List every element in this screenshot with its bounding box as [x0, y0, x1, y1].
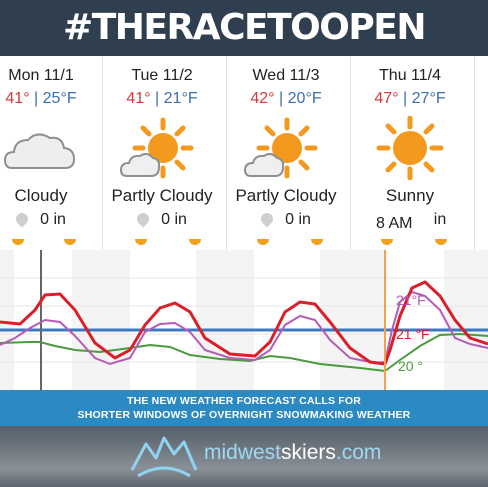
temp-separator: |	[29, 90, 43, 107]
cloud-icon	[0, 116, 100, 180]
sun-icon	[351, 115, 469, 181]
day-name: Tue 11/2	[131, 67, 193, 84]
grid-lines	[0, 277, 488, 363]
condition-label: Cloudy	[14, 186, 68, 205]
high-temp: 42°	[250, 90, 275, 107]
high-temp: 41°	[126, 90, 151, 107]
brand-name-c: .com	[335, 441, 382, 464]
sunset-icon	[189, 239, 201, 245]
precip-row: in	[351, 211, 469, 229]
day-name: Mon 11/1	[8, 67, 74, 84]
precip-amount: 0 in	[161, 211, 187, 228]
day-temps: 41° | 21°F	[103, 90, 221, 108]
precip-row: 0 in	[0, 210, 100, 229]
high-temp: 47°	[374, 90, 399, 107]
dewpoint-label: 20 °	[398, 358, 424, 374]
day-temps: 41° | 25°F	[0, 90, 100, 108]
sun-times-row	[227, 239, 345, 247]
sunset-icon	[435, 239, 447, 245]
precip-amount: 0 in	[285, 211, 311, 228]
sunrise-icon	[12, 239, 24, 245]
temp-separator: |	[150, 90, 164, 107]
brand-name-a: midwest	[204, 441, 282, 464]
day-card-wed[interactable]: Wed 11/3 42° | 20°F Partly Cloudy 0 in	[226, 56, 345, 250]
day-card-next[interactable]	[474, 56, 488, 250]
condition-label: Partly Cloudy	[235, 186, 337, 205]
dewpoint-line	[0, 332, 488, 373]
temp-label-b: 21 °F	[396, 326, 430, 342]
day-temps: 47° | 27°F	[351, 90, 469, 108]
precip-row: 0 in	[103, 210, 221, 229]
day-name: Thu 11/4	[379, 67, 441, 84]
precip-amount: 0 in	[40, 211, 66, 228]
footer-background	[0, 426, 488, 487]
low-temp: 21°F	[163, 90, 198, 107]
day-temps: 42° | 20°F	[227, 90, 345, 108]
low-temp: 27°F	[411, 90, 446, 107]
condition-label: Sunny	[385, 186, 435, 205]
sun-times-row	[0, 239, 100, 247]
sun-times-row	[103, 239, 221, 247]
sunrise-icon	[135, 239, 147, 245]
sunset-icon	[311, 239, 323, 245]
low-temp: 20°F	[287, 90, 322, 107]
caption-line-2: SHORTER WINDOWS OF OVERNIGHT SNOWMAKING …	[77, 409, 411, 421]
raindrop-icon	[258, 210, 276, 228]
precip-row: 0 in	[227, 210, 345, 229]
temp-label-a: 21°F	[396, 292, 426, 308]
hashtag-title: #THERACETOOPEN	[63, 7, 426, 48]
brand-name-b: skiers	[281, 441, 336, 464]
day-card-tue[interactable]: Tue 11/2 41° | 21°F Partly Cloudy 0 in	[102, 56, 221, 250]
night-shading	[0, 250, 488, 390]
raindrop-icon	[134, 210, 152, 228]
brand-wordmark[interactable]: midwestskiers.com	[204, 441, 381, 465]
raindrop-icon	[13, 210, 31, 228]
sunrise-icon	[381, 239, 393, 245]
brand-logo[interactable]	[128, 430, 360, 482]
sunset-icon	[64, 239, 76, 245]
day-card-mon[interactable]: Mon 11/1 41° | 25°F Cloudy 0 in	[0, 56, 100, 250]
mountain-logo-icon	[130, 436, 198, 478]
high-temp: 41°	[5, 90, 30, 107]
sunrise-icon	[257, 239, 269, 245]
forecast-panel: Mon 11/1 41° | 25°F Cloudy 0 in Tue 11/2…	[0, 56, 488, 250]
low-temp: 25°F	[42, 90, 77, 107]
hashtag-banner: #THERACETOOPEN	[0, 0, 488, 56]
temp-separator: |	[398, 90, 412, 107]
caption-bar: THE NEW WEATHER FORECAST CALLS FOR SHORT…	[0, 390, 488, 426]
partly-cloudy-icon	[103, 116, 221, 180]
temperature-line	[0, 280, 488, 366]
day-name: Wed 11/3	[252, 67, 320, 84]
precip-amount: in	[433, 211, 447, 228]
partly-cloudy-icon	[227, 116, 345, 180]
hover-time-label: 8 AM	[374, 215, 415, 233]
sun-times-row	[351, 239, 469, 247]
hourly-graph[interactable]: 21°F 21 °F 20 °	[0, 250, 488, 390]
day-card-thu[interactable]: Thu 11/4 47° | 27°F Sunny in	[350, 56, 469, 250]
temp-separator: |	[274, 90, 288, 107]
condition-label: Partly Cloudy	[111, 186, 213, 205]
caption-line-1: THE NEW WEATHER FORECAST CALLS FOR	[126, 395, 362, 407]
